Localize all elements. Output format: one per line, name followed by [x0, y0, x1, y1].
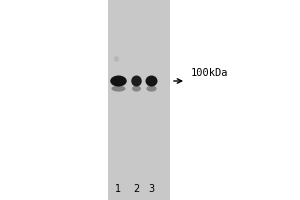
Ellipse shape: [114, 56, 119, 62]
Ellipse shape: [132, 86, 141, 92]
Text: 3: 3: [148, 184, 154, 194]
Text: 100kDa: 100kDa: [190, 68, 228, 78]
Ellipse shape: [112, 86, 125, 92]
Ellipse shape: [146, 75, 158, 86]
Text: 2: 2: [134, 184, 140, 194]
Ellipse shape: [146, 86, 157, 92]
Ellipse shape: [110, 75, 127, 86]
Text: 1: 1: [116, 184, 122, 194]
Bar: [108, 0, 170, 200]
Ellipse shape: [131, 75, 142, 86]
